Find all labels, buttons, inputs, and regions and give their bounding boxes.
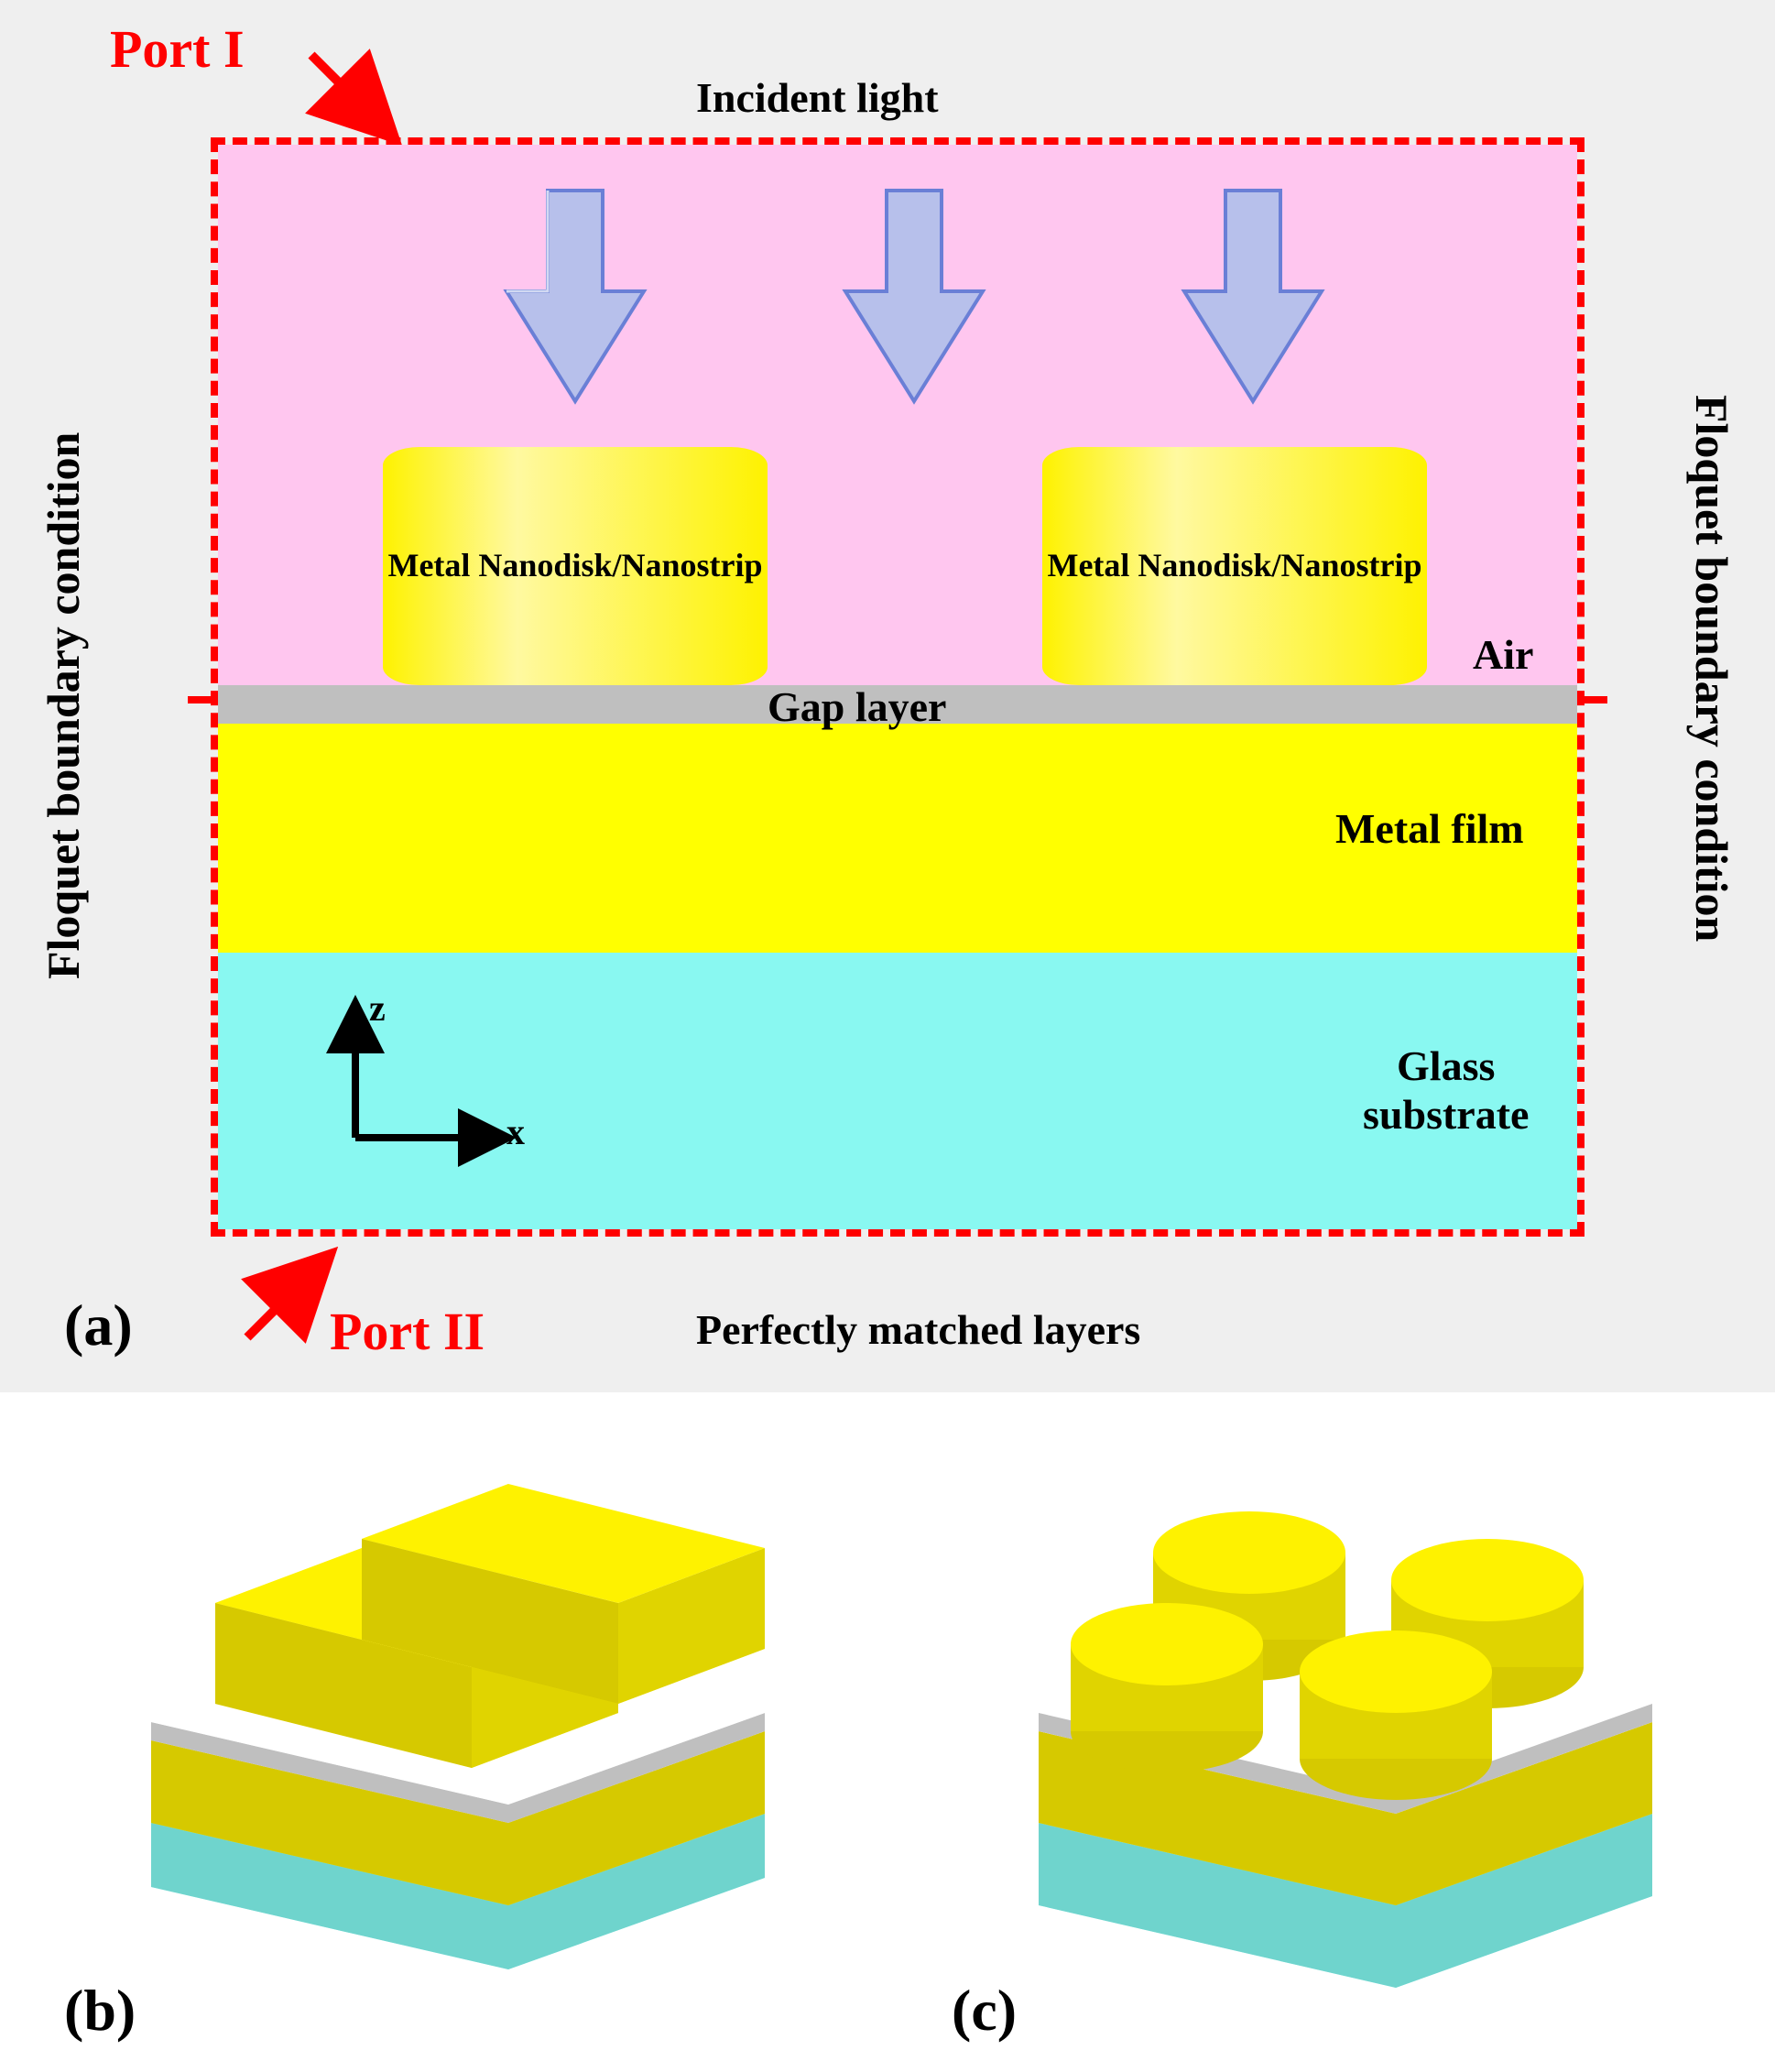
- figure: Port I Incident light Floquet boundary c…: [0, 0, 1775, 2072]
- axes-icon: z x: [319, 991, 520, 1174]
- glass-label: Glass substrate: [1363, 1042, 1529, 1140]
- film-label: Metal film: [1335, 804, 1524, 853]
- tick: [1584, 696, 1607, 703]
- pml-label: Perfectly matched layers: [696, 1305, 1140, 1354]
- nanodisk-3d-icon: [920, 1392, 1744, 2015]
- panel-b-letter: (b): [64, 1977, 136, 2045]
- port1-label: Port I: [110, 18, 245, 80]
- nanodisk-right: Metal Nanodisk/Nanostrip: [1042, 447, 1427, 685]
- panel-b: (b): [0, 1392, 888, 2072]
- incident-arrow-icon: [502, 181, 648, 410]
- axis-z-label: z: [369, 987, 386, 1030]
- axis-x-label: x: [506, 1110, 525, 1153]
- air-label: Air: [1473, 630, 1533, 679]
- tick: [188, 696, 211, 703]
- nanodisk-left: Metal Nanodisk/Nanostrip: [383, 447, 768, 685]
- incident-arrow-icon: [1180, 181, 1326, 410]
- panel-a-letter: (a): [64, 1292, 133, 1359]
- simulation-domain: Metal Nanodisk/Nanostrip Metal Nanodisk/…: [211, 137, 1584, 1237]
- floquet-right-label: Floquet boundary condition: [1685, 256, 1738, 1081]
- panel-row-bc: (b): [0, 1392, 1775, 2072]
- panel-a: Port I Incident light Floquet boundary c…: [0, 0, 1775, 1392]
- gap-label: Gap layer: [768, 682, 946, 731]
- port2-label: Port II: [330, 1301, 485, 1362]
- panel-c-letter: (c): [952, 1977, 1017, 2045]
- nanodisk-label: Metal Nanodisk/Nanostrip: [387, 546, 762, 585]
- nanodisk-label: Metal Nanodisk/Nanostrip: [1047, 546, 1421, 585]
- incident-light-label: Incident light: [696, 73, 939, 122]
- incident-arrow-icon: [841, 181, 987, 410]
- port1-arrow-icon: [302, 46, 412, 147]
- floquet-left-label: Floquet boundary condition: [37, 293, 90, 1118]
- panel-c: (c): [888, 1392, 1775, 2072]
- nanostrip-3d-icon: [32, 1392, 856, 2015]
